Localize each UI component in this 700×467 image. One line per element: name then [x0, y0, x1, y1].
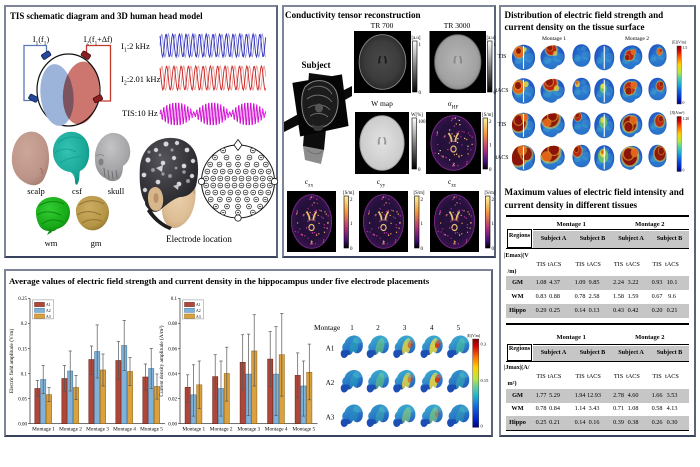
svg-text:Montage 3: Montage 3	[86, 427, 109, 433]
svg-text:0.04: 0.04	[168, 372, 177, 377]
svg-text:1.20: 1.20	[683, 117, 690, 121]
svg-text:0: 0	[350, 247, 353, 252]
svg-text:0.08: 0.08	[168, 322, 177, 327]
svg-text:Current density amplitude (A/m: Current density amplitude (A/m²)	[158, 325, 165, 396]
svg-text:Montage 1: Montage 1	[32, 427, 55, 433]
svg-text:0: 0	[492, 247, 495, 252]
svg-text:2: 2	[489, 120, 492, 125]
svg-text:1: 1	[350, 222, 353, 227]
svg-text:A3: A3	[326, 414, 335, 422]
svg-text:0: 0	[418, 168, 421, 173]
svg-text:Montage 3: Montage 3	[237, 427, 260, 433]
svg-text:[S/m]: [S/m]	[482, 113, 493, 118]
svg-text:3: 3	[403, 324, 407, 332]
svg-text:0: 0	[419, 91, 422, 96]
svg-text:0: 0	[683, 169, 685, 173]
svg-text:2: 2	[421, 198, 424, 203]
svg-text:0.25: 0.25	[18, 297, 27, 302]
svg-text:1: 1	[489, 143, 492, 148]
svg-text:0: 0	[683, 101, 685, 105]
svg-text:[S/m]: [S/m]	[485, 191, 496, 196]
svg-text:[S/m]: [S/m]	[343, 191, 354, 196]
svg-text:0.05: 0.05	[18, 397, 27, 402]
svg-text:0: 0	[494, 91, 497, 96]
svg-text:[a.u]: [a.u]	[412, 36, 421, 41]
svg-text:A3: A3	[196, 315, 201, 319]
svg-text:0.00: 0.00	[168, 422, 177, 427]
svg-text:[E](V/m): [E](V/m)	[672, 41, 687, 45]
svg-text:4: 4	[430, 324, 434, 332]
svg-text:1: 1	[421, 222, 424, 227]
svg-text:Montage: Montage	[314, 323, 341, 332]
svg-text:Montage 5: Montage 5	[292, 427, 315, 433]
svg-text:|E|(V/m): |E|(V/m)	[467, 334, 481, 338]
svg-text:0.06: 0.06	[168, 347, 177, 352]
svg-text:0.02: 0.02	[168, 397, 177, 402]
svg-text:5: 5	[457, 324, 461, 332]
svg-text:A1: A1	[46, 303, 51, 307]
svg-text:1: 1	[350, 324, 354, 332]
svg-text:2: 2	[492, 198, 495, 203]
svg-text:Montage 2: Montage 2	[59, 427, 82, 433]
svg-text:1.5: 1.5	[683, 46, 688, 50]
svg-text:1: 1	[419, 43, 422, 48]
svg-text:Montage 2: Montage 2	[210, 427, 233, 433]
svg-text:A2: A2	[326, 379, 335, 387]
svg-text:Montage 4: Montage 4	[265, 427, 288, 433]
svg-text:Montage 4: Montage 4	[113, 427, 136, 433]
svg-text:0.15: 0.15	[481, 378, 490, 383]
svg-text:[J](A/m²): [J](A/m²)	[670, 111, 685, 115]
svg-text:A2: A2	[196, 309, 201, 313]
svg-text:A3: A3	[46, 315, 51, 319]
svg-text:0: 0	[421, 247, 424, 252]
svg-text:0.15: 0.15	[18, 347, 27, 352]
svg-text:1: 1	[492, 222, 495, 227]
svg-text:Montage 1: Montage 1	[182, 427, 205, 433]
svg-text:0.1: 0.1	[21, 372, 28, 377]
svg-text:0.00: 0.00	[18, 422, 27, 427]
svg-text:W[%]: W[%]	[411, 113, 423, 118]
svg-text:A1: A1	[326, 345, 335, 353]
svg-text:A1: A1	[196, 303, 201, 307]
svg-text:[a.u]: [a.u]	[487, 36, 496, 41]
svg-text:2: 2	[376, 324, 380, 332]
svg-text:100: 100	[418, 120, 426, 125]
svg-text:0.2: 0.2	[21, 322, 28, 327]
svg-text:A2: A2	[46, 309, 51, 313]
svg-text:[S/m]: [S/m]	[414, 191, 425, 196]
svg-text:1: 1	[494, 43, 497, 48]
svg-text:0: 0	[481, 424, 484, 429]
svg-text:Montage 5: Montage 5	[140, 427, 163, 433]
svg-text:0: 0	[489, 168, 492, 173]
svg-text:Electric field amplitude (V/m): Electric field amplitude (V/m)	[8, 329, 15, 394]
svg-text:0.3: 0.3	[481, 342, 487, 347]
svg-text:2: 2	[350, 198, 353, 203]
svg-text:0.1: 0.1	[171, 297, 178, 302]
